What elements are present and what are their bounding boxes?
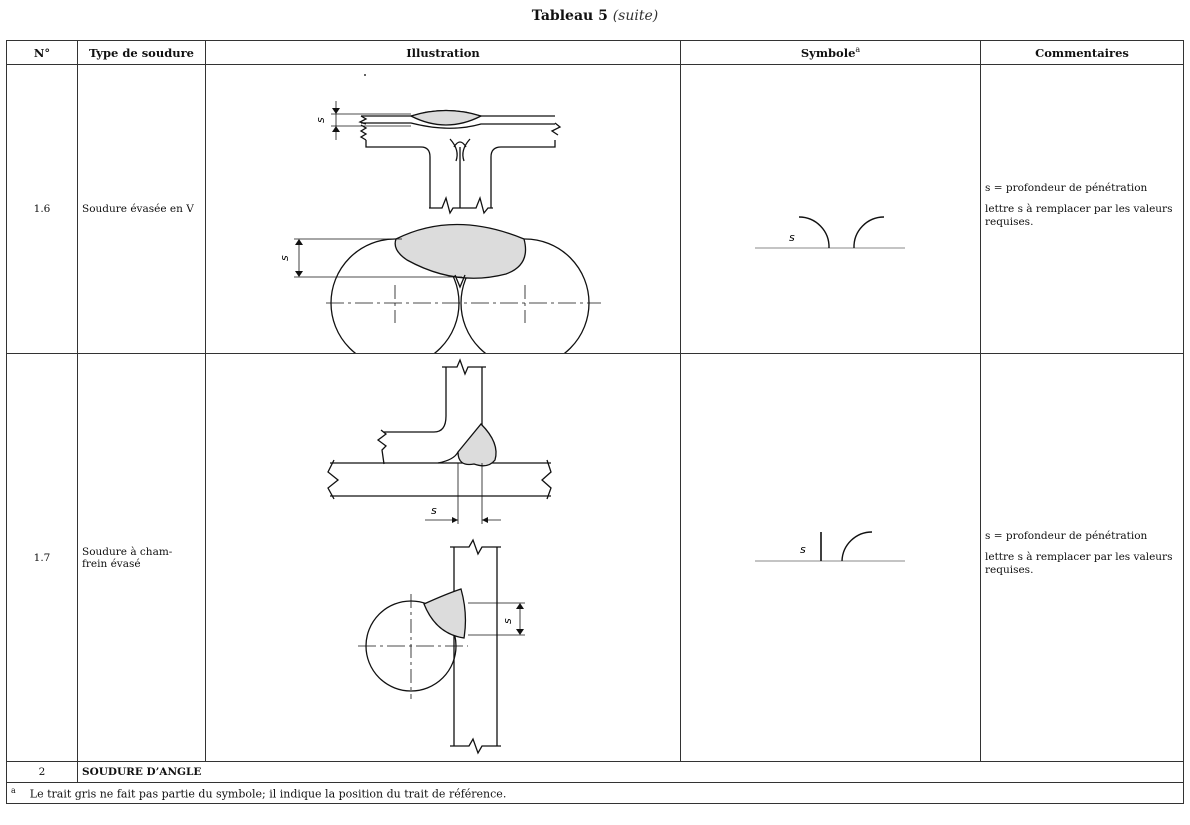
footnote: a Le trait gris ne fait pas partie du sym… [6, 782, 1184, 804]
caption-title: Tableau 5 [531, 8, 608, 24]
header-type: Type de soudure [77, 40, 206, 65]
weld-table: N° Type de soudure Illustration Symbolea… [6, 40, 1184, 804]
section-row: 2 SOUDURE D’ANGLE [6, 761, 1184, 783]
dimension-s-label: s [501, 618, 514, 624]
section-number: 2 [6, 761, 78, 783]
table-row: 1.6 Soudure évasée en V [6, 64, 1184, 354]
dimension-s-label: s [431, 504, 437, 517]
caption-suffix: (suite) [612, 8, 659, 24]
comment-cell: s = profondeur de pénétration lettre s à… [980, 353, 1184, 762]
table-row: 1.7 Soudure à cham- frein évasé [6, 353, 1184, 762]
illustration-cell: s s [205, 64, 681, 354]
header-comments: Commentaires [980, 40, 1184, 65]
flare-bevel-weld-symbol: s [755, 531, 905, 562]
footnote-row: a Le trait gris ne fait pas partie du sym… [6, 782, 1184, 804]
section-title: SOUDURE D’ANGLE [77, 761, 1184, 783]
header-symbol-label: Symbole [800, 45, 856, 60]
header-symbol: Symbolea [680, 40, 981, 65]
weld-type: Soudure à cham- frein évasé [77, 353, 206, 762]
table-caption: Tableau 5 (suite) [0, 8, 1190, 24]
flare-bevel-weld-illustration: s s [327, 358, 552, 755]
symbol-s-label: s [789, 231, 795, 244]
header-illustration: Illustration [205, 40, 681, 65]
header-row: N° Type de soudure Illustration Symbolea… [6, 40, 1184, 65]
dimension-s-label: s [314, 117, 327, 123]
footnote-mark: a [11, 785, 16, 795]
symbol-s-label: s [800, 543, 806, 556]
weld-type: Soudure évasée en V [77, 64, 206, 354]
symbol-cell: s [680, 353, 981, 762]
comment-cell: s = profondeur de pénétration lettre s à… [980, 64, 1184, 354]
comment-line: s = profondeur de pénétration [985, 181, 1148, 194]
comment-line: lettre s à remplacer par les valeurs req… [985, 202, 1173, 228]
symbol-cell: s [680, 64, 981, 354]
row-number: 1.6 [6, 64, 78, 354]
row-number: 1.7 [6, 353, 78, 762]
illustration-cell: s s [205, 353, 681, 762]
footnote-text: Le trait gris ne fait pas partie du symb… [29, 787, 507, 801]
dimension-s-label: s [278, 255, 291, 261]
header-num: N° [6, 40, 78, 65]
comment-line: s = profondeur de pénétration [985, 530, 1148, 542]
flare-v-weld-symbol: s [755, 216, 905, 249]
header-symbol-note: a [855, 45, 861, 55]
flare-v-weld-illustration: s s [278, 74, 601, 353]
comment-line: lettre s à remplacer par les valeurs req… [985, 551, 1173, 576]
